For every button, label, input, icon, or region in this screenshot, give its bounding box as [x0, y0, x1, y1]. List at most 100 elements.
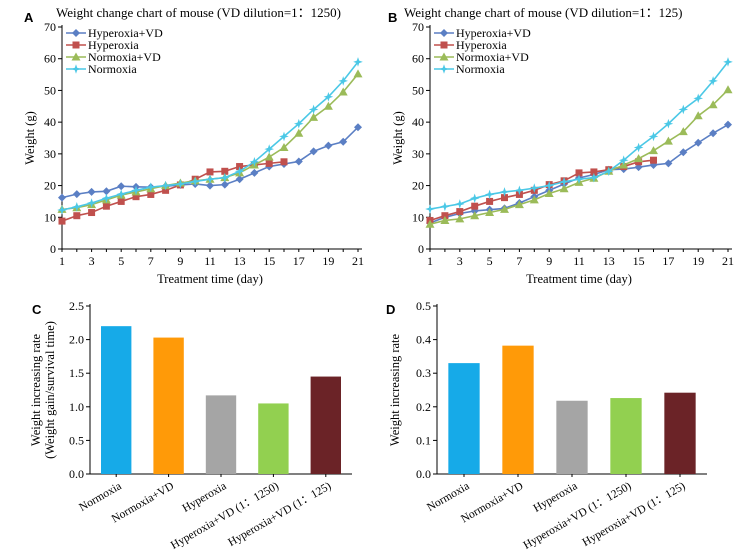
data-point [206, 168, 214, 176]
x-tick-label: 13 [603, 254, 615, 268]
x-tick-label: 19 [322, 254, 334, 268]
category-label: Hyperoxia+VD (1：125) [580, 480, 687, 549]
y-tick-label: 2.0 [69, 333, 84, 347]
data-point [339, 137, 348, 146]
x-tick-label: 9 [546, 254, 552, 268]
y-tick-label: 70 [412, 20, 424, 34]
legend-marker [71, 64, 81, 74]
data-point [354, 123, 362, 132]
bar-1 [502, 345, 534, 474]
chart-a-weight-1250: Weight change chart of mouse (VD dilutio… [23, 5, 364, 286]
data-point [709, 129, 718, 138]
data-point [221, 167, 229, 175]
data-point [338, 76, 348, 86]
data-point [102, 187, 111, 196]
x-tick-label: 3 [89, 254, 95, 268]
data-point [73, 212, 81, 220]
data-point [441, 212, 449, 220]
data-point [146, 182, 156, 192]
data-point [456, 208, 464, 216]
bar-4 [664, 392, 696, 474]
data-point [234, 166, 245, 177]
category-label: Hyperoxia [180, 480, 228, 515]
data-point [147, 190, 155, 198]
data-point [58, 217, 66, 225]
data-point [723, 57, 733, 67]
data-point [116, 189, 126, 199]
data-point [102, 202, 110, 210]
chart-b-weight-125: Weight change chart of mouse (VD dilutio… [391, 5, 734, 286]
y-tick-label: 2.5 [69, 299, 84, 313]
x-tick-label: 9 [177, 254, 183, 268]
data-point [501, 194, 508, 202]
bar-0 [448, 363, 480, 474]
y-tick-label: 1.5 [69, 366, 84, 380]
series-line-3 [429, 61, 729, 210]
data-point [86, 198, 97, 208]
data-point [633, 142, 644, 153]
data-point [590, 168, 598, 176]
data-point [132, 193, 140, 201]
x-axis-label: Treatment time (day) [157, 272, 263, 286]
x-tick-label: 13 [234, 254, 246, 268]
data-point [353, 69, 363, 78]
legend-marker [440, 29, 448, 37]
y-tick-label: 0.0 [69, 467, 84, 481]
data-point [88, 209, 96, 217]
data-point [323, 91, 334, 102]
data-point [589, 172, 599, 183]
data-point [160, 180, 171, 191]
data-point [485, 208, 495, 217]
data-point [723, 85, 733, 94]
data-point [264, 144, 274, 154]
bar-3 [610, 398, 642, 474]
data-point [708, 76, 718, 86]
data-point [425, 219, 435, 228]
legend-marker [71, 52, 81, 61]
data-point [249, 156, 260, 167]
y-tick-label: 1.0 [69, 400, 84, 414]
y-axis-label: Weight increasing rate [29, 333, 43, 446]
data-point [469, 193, 480, 204]
data-point [294, 128, 304, 137]
x-tick-label: 17 [293, 254, 305, 268]
x-tick-label: 19 [692, 254, 704, 268]
data-point [648, 131, 659, 142]
data-point [250, 168, 259, 177]
data-point [559, 184, 569, 193]
data-point [324, 141, 333, 150]
data-point [679, 148, 688, 157]
legend-marker [439, 64, 449, 74]
legend-marker [72, 41, 80, 49]
data-point [117, 197, 125, 205]
data-point [724, 120, 732, 129]
data-point [87, 187, 96, 196]
data-point [72, 190, 81, 199]
data-point [634, 154, 644, 163]
panel-letter-b: B [388, 10, 397, 25]
data-point [693, 93, 703, 104]
y-tick-label: 0.5 [416, 299, 431, 313]
data-point [220, 172, 230, 183]
data-point [574, 174, 584, 185]
y-tick-label: 40 [44, 115, 56, 129]
data-point [279, 143, 289, 152]
x-tick-label: 7 [516, 254, 522, 268]
data-point [425, 204, 435, 214]
data-point [650, 156, 657, 164]
data-point [338, 87, 348, 96]
data-point [117, 182, 126, 191]
data-point [455, 199, 465, 209]
data-point [604, 166, 614, 177]
x-axis-label: Treatment time (day) [526, 272, 632, 286]
bar-4 [310, 376, 341, 474]
legend-entry: Hyperoxia+VD [88, 26, 163, 40]
legend-entry: Hyperoxia+VD [456, 26, 531, 40]
chart-title: Weight change chart of mouse (VD dilutio… [404, 5, 683, 20]
y-tick-label: 0.3 [416, 366, 431, 380]
y-tick-label: 60 [44, 52, 56, 66]
legend-marker [439, 52, 449, 61]
